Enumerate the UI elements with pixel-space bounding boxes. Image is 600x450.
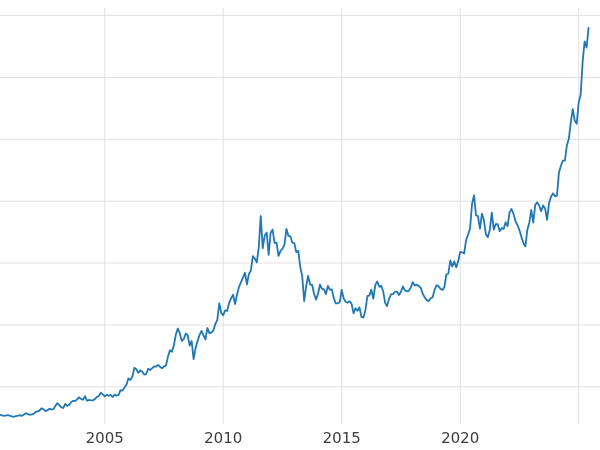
grid-vertical-lines (104, 8, 580, 424)
x-axis-tick-label: 2015 (323, 429, 361, 447)
x-axis-tick-labels: 2005 2010 2015 2020 (86, 429, 480, 447)
x-axis-tick-label: 2005 (86, 429, 124, 447)
x-axis-tick-label: 2010 (204, 429, 242, 447)
x-axis-tick-label: 2020 (441, 429, 479, 447)
price-line-series (0, 26, 590, 418)
